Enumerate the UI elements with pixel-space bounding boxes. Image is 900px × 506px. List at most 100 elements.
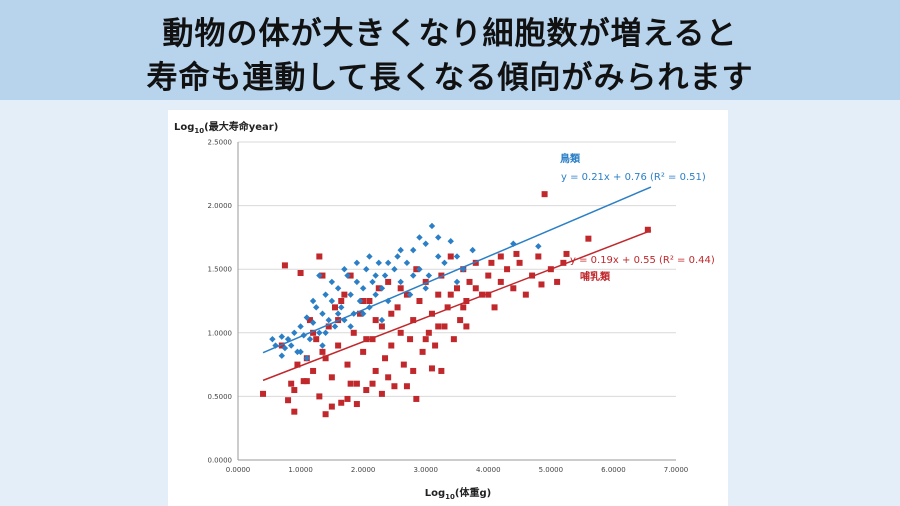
mammal-point (394, 304, 401, 311)
mammal-point (522, 291, 529, 298)
mammal-point (360, 348, 367, 355)
bird-point (319, 310, 326, 317)
mammal-point (644, 226, 651, 233)
bird-point (381, 272, 389, 279)
bird-point (316, 272, 323, 279)
bird-point (356, 297, 364, 305)
mammal-point (316, 253, 323, 260)
bird-point (394, 253, 401, 260)
mammal-point (322, 355, 329, 362)
x-tick-label: 2.0000 (351, 466, 376, 474)
bird-point (287, 342, 295, 349)
banner-title-line-2: 寿命も連動して長くなる傾向がみられます (146, 60, 754, 96)
mammal-point (344, 395, 351, 402)
bird-point (410, 246, 417, 254)
bird-point (313, 304, 320, 311)
mammal-point (300, 378, 307, 385)
x-tick-label: 6.0000 (601, 466, 626, 474)
mammal-point (378, 323, 385, 330)
bird-point (469, 246, 476, 254)
bird-point (453, 253, 461, 260)
mammal-point (450, 336, 457, 343)
bird-point (316, 329, 323, 336)
mammal-point (378, 390, 385, 397)
mammal-point (344, 361, 351, 368)
mammal-point (447, 291, 454, 298)
bird-point (406, 291, 414, 298)
x-axis-title-subscript: 10 (445, 493, 455, 501)
bird-point (384, 259, 392, 267)
mammal-point (438, 367, 445, 374)
bird-point (422, 240, 429, 247)
bird-trendline (262, 186, 652, 354)
x-tick-label: 0.0000 (226, 466, 251, 474)
mammal-point (422, 336, 429, 343)
mammal-point (422, 278, 429, 285)
bird-point (338, 304, 345, 311)
mammal-point (382, 355, 389, 362)
bird-point (347, 291, 354, 298)
mammal-point (294, 361, 301, 368)
bird-point (441, 259, 448, 267)
mammal-point (385, 278, 392, 285)
mammal-point (310, 367, 317, 374)
bird-point (309, 319, 317, 326)
mammal-point (303, 378, 310, 385)
mammal-point (322, 411, 329, 418)
bird-point (291, 329, 298, 336)
bird-point (328, 278, 336, 286)
mammal-point (428, 365, 435, 372)
mammal-point (291, 387, 298, 394)
mammal-point (491, 304, 498, 311)
bird-point (372, 291, 379, 298)
mammal-equation-label: y = 0.19x + 0.55 (R² = 0.44) (570, 255, 715, 266)
mammal-point (410, 317, 417, 324)
bird-point (428, 222, 436, 230)
mammal-point (313, 336, 320, 343)
mammal-point (388, 310, 395, 317)
mammal-point (372, 317, 379, 324)
mammal-point (297, 270, 304, 277)
mammal-point (341, 291, 348, 298)
mammal-point (563, 250, 570, 257)
mammal-point (479, 291, 486, 298)
bird-point (359, 285, 367, 292)
mammal-point (407, 336, 414, 343)
bird-point (344, 272, 351, 279)
mammal-point (444, 304, 451, 311)
mammal-point (366, 298, 373, 304)
mammal-point (347, 380, 354, 387)
bird-point (422, 285, 429, 292)
bird-point (328, 297, 336, 305)
x-tick-label: 7.0000 (664, 466, 689, 474)
bird-point (309, 297, 317, 305)
mammal-point (391, 383, 398, 390)
bird-point (372, 272, 379, 279)
mammal-point (331, 304, 338, 311)
mammal-point (400, 361, 407, 368)
mammal-point (363, 336, 370, 343)
mammal-point (472, 259, 479, 266)
mammal-point (466, 278, 473, 285)
y-axis-title: Log10(最大寿命year) (174, 120, 278, 135)
mammal-point (560, 259, 567, 266)
mammal-point (425, 329, 432, 336)
bird-point (416, 266, 423, 273)
bird-point (303, 314, 311, 321)
bird-point (363, 266, 370, 273)
chart-panel: 0.0000 0.5000 1.0000 1.5000 2.0000 2.5000 0.00… (168, 110, 728, 506)
mammal-point (338, 399, 345, 406)
y-tick-label: 1.5000 (208, 266, 233, 274)
mammal-point (447, 253, 454, 260)
mammal-point (335, 342, 342, 349)
bird-point (322, 329, 329, 336)
mammal-point (413, 395, 420, 402)
bird-point (353, 259, 361, 267)
mammal-point (585, 235, 592, 242)
mammal-point (353, 401, 360, 408)
mammal-point (485, 272, 492, 279)
mammal-point (454, 285, 460, 292)
mammal-point (541, 191, 548, 198)
mammal-point (435, 323, 442, 330)
mammal-point (485, 291, 492, 298)
